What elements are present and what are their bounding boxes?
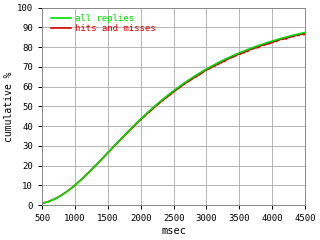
- all replies: [303, 31, 307, 34]
- all replies: [297, 32, 301, 35]
- all replies: [256, 44, 260, 47]
- Line: all replies: all replies: [42, 32, 305, 203]
- hits and misses: [297, 33, 301, 36]
- hits and misses: [301, 32, 305, 35]
- Y-axis label: cumulative %: cumulative %: [4, 71, 14, 142]
- Legend: all replies, hits and misses: all replies, hits and misses: [49, 12, 157, 35]
- all replies: [40, 202, 44, 205]
- all replies: [197, 72, 201, 75]
- hits and misses: [165, 96, 169, 98]
- X-axis label: msec: msec: [161, 226, 186, 236]
- all replies: [182, 81, 186, 84]
- hits and misses: [167, 94, 171, 97]
- hits and misses: [197, 73, 201, 76]
- hits and misses: [303, 33, 307, 36]
- all replies: [167, 93, 171, 96]
- Line: hits and misses: hits and misses: [42, 33, 305, 203]
- hits and misses: [182, 83, 186, 86]
- hits and misses: [256, 46, 260, 49]
- all replies: [165, 94, 169, 97]
- hits and misses: [40, 202, 44, 205]
